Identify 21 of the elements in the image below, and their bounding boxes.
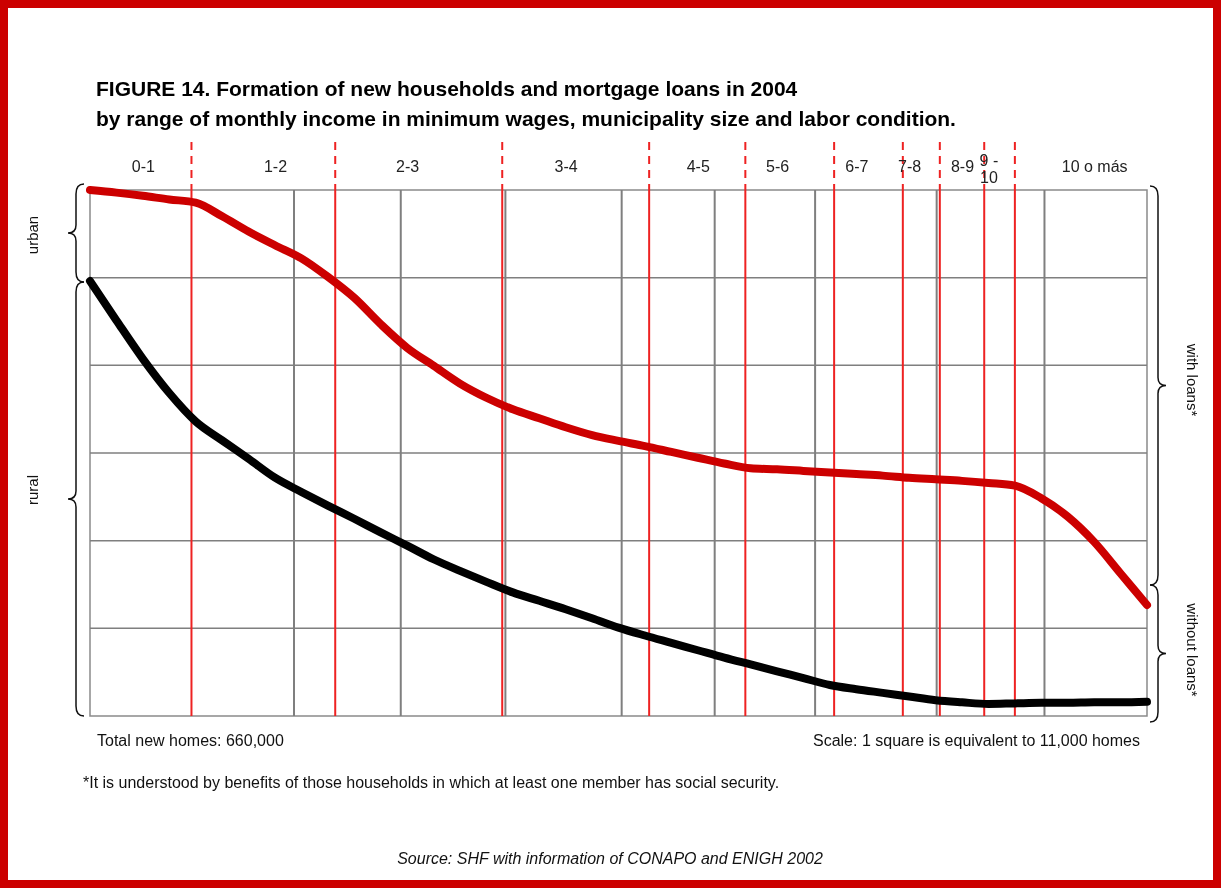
x-tick-label: 3-4 (554, 158, 578, 175)
text: Scale: 1 square is equivalent to 11,000 homes (812, 732, 1140, 749)
text: rural (24, 474, 41, 506)
chart-subtitle: by range of monthly income in minimum wages, municipality size and labor condition. (96, 107, 956, 130)
x-tick-label: 9 - 10 (979, 151, 999, 187)
text: *It is understood by benefits of those households in which at least one member has social security. (83, 774, 780, 791)
text: urban (24, 215, 41, 255)
x-tick-label: 10 o más (1061, 158, 1128, 175)
x-tick-label: 5-6 (765, 158, 790, 175)
chart-title: FIGURE 14. Formation of new households and mortgage loans in 2004 (96, 77, 798, 100)
x-tick-label: 0-1 (131, 158, 156, 175)
x-tick-label: 2-3 (396, 158, 420, 175)
text: with loans* (1184, 342, 1201, 417)
x-tick-label: 4-5 (686, 158, 710, 175)
x-tick-label: 1-2 (263, 158, 288, 175)
x-tick-label: 7-8 (898, 158, 922, 175)
source-note: Source: SHF with information of CONAPO and ENIGH 2002 (397, 850, 823, 867)
text: Total new homes: 660,000 (97, 732, 284, 749)
x-tick-label: 6-7 (845, 158, 869, 175)
text: without loans* (1184, 602, 1201, 697)
x-tick-label: 8-9 (950, 158, 975, 175)
